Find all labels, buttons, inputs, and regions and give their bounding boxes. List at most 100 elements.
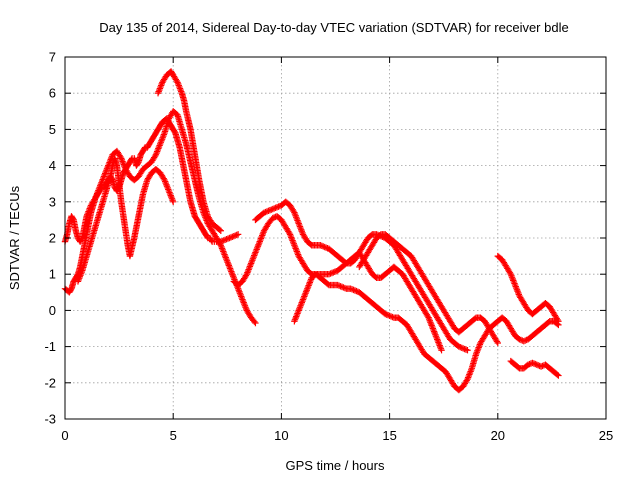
data-point (226, 234, 233, 242)
data-point (268, 206, 275, 213)
data-point (530, 360, 538, 367)
series-arc-4 (154, 68, 225, 234)
x-axis-label: GPS time / hours (286, 458, 385, 473)
data-point (461, 345, 468, 353)
data-point (269, 214, 276, 222)
data-point (351, 287, 359, 294)
data-point (424, 312, 431, 320)
data-point (216, 226, 223, 234)
data-point (494, 339, 501, 347)
data-point (464, 347, 471, 354)
data-point (459, 345, 467, 352)
series-arc-8 (494, 252, 562, 325)
data-point (227, 234, 235, 241)
series-arc-3 (74, 155, 177, 285)
data-point (328, 269, 336, 277)
data-point (266, 207, 274, 214)
data-point (234, 231, 242, 238)
data-point (331, 268, 338, 275)
data-point (337, 283, 344, 290)
data-point (386, 312, 393, 320)
data-point (269, 205, 276, 213)
data-point (170, 198, 177, 205)
data-point (517, 336, 525, 344)
data-point (221, 236, 229, 244)
data-point (458, 344, 465, 352)
y-tick-label: 6 (49, 86, 56, 101)
data-point (384, 312, 392, 319)
data-point (341, 284, 349, 292)
data-point (348, 286, 356, 293)
data-point (534, 362, 542, 369)
chart-title: Day 135 of 2014, Sidereal Day-to-day VTE… (99, 20, 568, 35)
y-tick-label: -1 (44, 339, 56, 354)
data-point (285, 229, 293, 237)
x-tick-label: 5 (170, 428, 177, 443)
series-arc-6 (230, 213, 445, 354)
data-point (529, 359, 536, 367)
y-tick-label: -2 (44, 375, 56, 390)
y-tick-label: 3 (49, 194, 56, 209)
data-point (382, 310, 389, 318)
data-point (533, 361, 540, 368)
data-point (522, 337, 529, 344)
data-point (438, 347, 445, 354)
y-tick-label: 2 (49, 231, 56, 246)
data-point (265, 207, 272, 215)
data-point (318, 242, 325, 250)
y-axis-label: SDTVAR / TECUs (7, 185, 22, 290)
data-point (350, 286, 357, 294)
data-point (262, 208, 269, 216)
data-point (555, 318, 562, 325)
data-point (462, 346, 470, 353)
data-point (216, 240, 224, 247)
data-point (233, 231, 240, 239)
x-tick-label: 20 (491, 428, 505, 443)
x-tick-label: 15 (382, 428, 396, 443)
data-point (229, 233, 236, 240)
y-tick-label: 5 (49, 122, 56, 137)
data-point (117, 153, 124, 161)
data-point (230, 232, 237, 240)
data-point (524, 361, 532, 368)
data-point (320, 243, 327, 250)
data-point (537, 363, 545, 370)
data-point (330, 269, 337, 276)
series-arc-7 (291, 271, 562, 394)
y-tick-label: 0 (49, 303, 56, 318)
data-point (526, 360, 533, 368)
data-point (338, 283, 346, 291)
data-point (532, 360, 539, 368)
data-point (223, 236, 230, 243)
data-point (160, 175, 167, 182)
data-point (208, 237, 215, 244)
data-point (493, 338, 501, 345)
data-point (340, 284, 347, 291)
y-tick-label: 4 (49, 158, 56, 173)
data-point (224, 235, 232, 242)
data-point (389, 313, 396, 321)
data-point (463, 377, 470, 384)
y-tick-label: -3 (44, 412, 56, 427)
data-point (516, 336, 523, 343)
x-tick-label: 0 (61, 428, 68, 443)
data-point (335, 282, 343, 289)
data-point (327, 270, 334, 277)
data-point (334, 281, 341, 289)
data-point (387, 313, 395, 320)
data-point (322, 244, 330, 251)
data-point (347, 285, 354, 292)
data-point (506, 269, 514, 276)
data-point (251, 318, 258, 325)
data-point (78, 236, 85, 243)
x-tick-label: 25 (599, 428, 613, 443)
data-layer (61, 68, 562, 394)
data-point (321, 243, 328, 251)
y-tick-label: 7 (49, 50, 56, 65)
data-point (457, 344, 464, 351)
data-point (232, 232, 239, 239)
data-point (220, 237, 227, 244)
y-tick-label: 1 (49, 267, 56, 282)
data-point (242, 272, 250, 279)
